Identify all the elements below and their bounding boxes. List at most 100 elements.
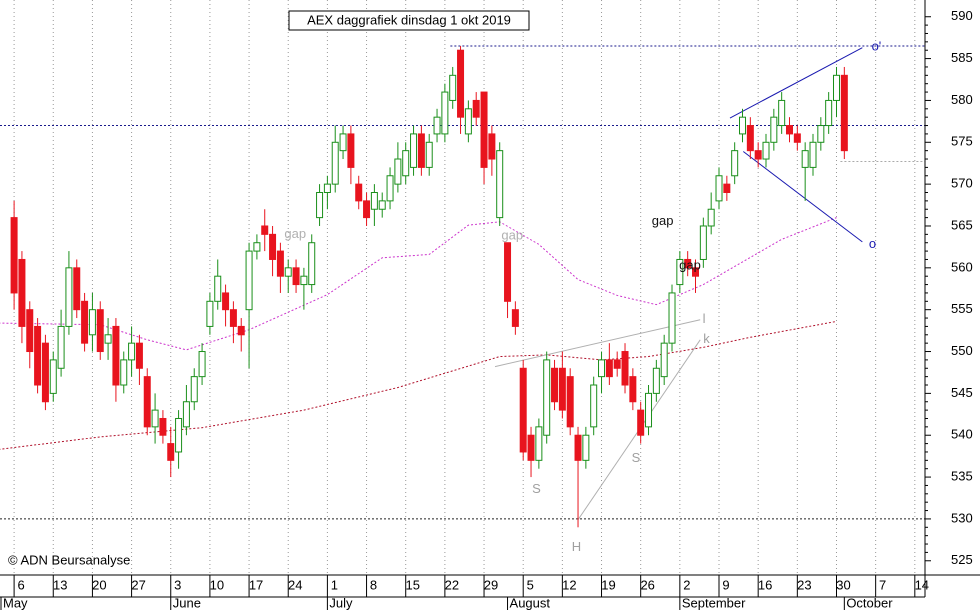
y-tick-label: 555: [951, 301, 973, 316]
candle-body: [590, 384, 598, 428]
candle-body: [378, 200, 386, 210]
candle-body: [723, 183, 731, 194]
x-tick-label: 27: [131, 577, 145, 592]
x-tick-label: 20: [92, 577, 106, 592]
candle-body: [668, 292, 676, 344]
annotation: l: [703, 311, 706, 326]
candle-body: [112, 325, 120, 386]
candle-body: [96, 309, 104, 353]
plot-area: [0, 0, 925, 575]
month-label: June: [173, 595, 201, 610]
x-tick-label: 19: [601, 577, 615, 592]
candle-body: [34, 325, 42, 386]
candle-body: [10, 217, 18, 294]
copyright: © ADN Beursanalyse: [8, 552, 130, 567]
candle-body: [449, 74, 457, 101]
candle-body: [566, 376, 574, 428]
candle-body: [558, 367, 566, 411]
x-tick-label: 14: [915, 577, 929, 592]
candle-body: [417, 133, 425, 168]
y-tick-label: 525: [951, 552, 973, 567]
candle-body: [222, 292, 230, 311]
candle-body: [190, 376, 198, 403]
candle-body: [370, 192, 378, 210]
candle-body: [480, 91, 488, 168]
annotation: k: [703, 331, 710, 346]
candle-body: [817, 125, 825, 143]
candle-body: [363, 200, 371, 219]
candle-body: [778, 99, 786, 127]
candle-body: [253, 242, 261, 252]
trend-line: [729, 47, 863, 119]
x-tick-label: 30: [836, 577, 850, 592]
candle-body: [167, 443, 175, 461]
y-tick-label: 550: [951, 343, 973, 358]
candle-body: [128, 342, 136, 361]
annotation: gap: [501, 227, 523, 242]
candle-body: [707, 208, 715, 227]
candle-body: [65, 267, 73, 327]
candle-body: [645, 392, 653, 428]
candle-body: [143, 376, 151, 428]
month-label: May: [3, 595, 28, 610]
x-tick-label: 1: [331, 577, 338, 592]
candle-body: [269, 233, 277, 260]
candle-body: [425, 141, 433, 168]
candle-body: [605, 359, 613, 378]
candle-body: [464, 108, 472, 135]
candle-body: [684, 258, 692, 269]
candle-body: [652, 367, 660, 394]
candle-body: [245, 250, 253, 311]
x-tick-label: 9: [722, 577, 729, 592]
candle-body: [347, 133, 355, 168]
candle-body: [175, 417, 183, 453]
candle-body: [793, 133, 801, 143]
y-tick-label: 530: [951, 510, 973, 525]
candle-body: [629, 376, 637, 403]
candle-body: [457, 49, 465, 118]
candle-body: [237, 325, 245, 336]
x-tick-label: 7: [879, 577, 886, 592]
candle-body: [472, 99, 480, 118]
title-box: [288, 10, 530, 31]
candle-body: [73, 267, 81, 311]
y-tick-label: 575: [951, 134, 973, 149]
x-tick-label: 5: [527, 577, 534, 592]
candle-body: [731, 150, 739, 177]
moving-average: [0, 217, 837, 351]
candle-body: [598, 359, 606, 378]
candle-body: [488, 133, 496, 160]
month-label: October: [846, 595, 893, 610]
candle-body: [41, 342, 49, 403]
candle-body: [660, 342, 668, 378]
y-tick-label: 570: [951, 176, 973, 191]
candle-body: [809, 141, 817, 168]
candle-body: [762, 141, 770, 160]
candle-body: [355, 183, 363, 202]
candle-body: [770, 116, 778, 143]
candle-body: [26, 309, 34, 353]
candle-body: [613, 359, 621, 369]
candle-body: [292, 267, 300, 286]
candle-body: [182, 401, 190, 428]
x-tick-label: 24: [288, 577, 302, 592]
month-label: September: [682, 595, 746, 610]
x-tick-label: 3: [174, 577, 181, 592]
x-tick-label: 8: [370, 577, 377, 592]
annotation: S: [632, 450, 641, 465]
y-tick-label: 545: [951, 385, 973, 400]
candle-body: [386, 175, 394, 202]
annotation: gap: [679, 258, 701, 273]
candle-body: [316, 192, 324, 219]
candle-body: [840, 74, 848, 152]
candle-body: [331, 141, 339, 185]
candle-body: [551, 367, 559, 403]
candle-body: [214, 275, 222, 302]
candle-body: [300, 275, 308, 286]
x-tick-label: 16: [758, 577, 772, 592]
candle-body: [692, 267, 700, 277]
candle-body: [786, 125, 794, 135]
y-tick-label: 565: [951, 217, 973, 232]
